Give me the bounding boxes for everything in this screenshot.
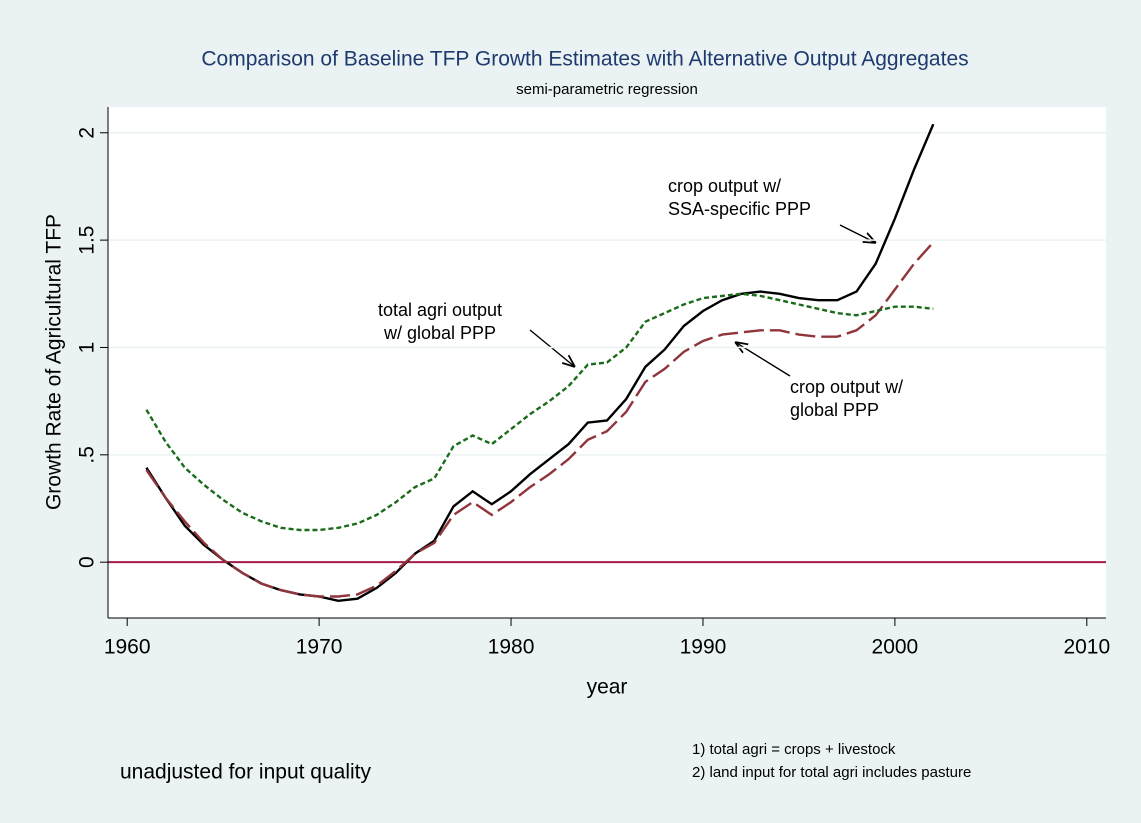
note: 2) land input for total agri includes pa… (692, 764, 971, 781)
y-axis-label: Growth Rate of Agricultural TFP (43, 214, 66, 510)
x-tick-label: 2000 (872, 636, 919, 659)
y-tick-label: 2 (76, 127, 99, 139)
y-tick-label: 1 (76, 342, 99, 354)
x-tick-label: 1970 (296, 636, 343, 659)
annotation: global PPP (790, 400, 879, 420)
annotation: total agri output (378, 300, 502, 320)
x-tick-label: 1990 (680, 636, 727, 659)
annotation: crop output w/ (790, 377, 903, 397)
x-tick-label: 1960 (104, 636, 151, 659)
x-tick-label: 2010 (1063, 636, 1110, 659)
series-line (145, 123, 935, 603)
note: 1) total agri = crops + livestock (692, 741, 896, 758)
annotation: w/ global PPP (383, 323, 496, 343)
y-tick-label: 0 (76, 556, 99, 568)
x-axis-label: year (587, 676, 628, 699)
arrow (529, 329, 575, 367)
y-tick-label: .5 (76, 446, 99, 464)
x-tick-label: 1980 (488, 636, 535, 659)
chart-subtitle: semi-parametric regression (516, 81, 698, 98)
y-tick-label: 1.5 (76, 226, 99, 255)
series-line (145, 292, 934, 532)
series-line (145, 241, 935, 598)
chart-title: Comparison of Baseline TFP Growth Estima… (201, 48, 968, 71)
annotation: SSA-specific PPP (668, 199, 811, 219)
annotation: crop output w/ (668, 176, 781, 196)
caption: unadjusted for input quality (120, 761, 372, 784)
